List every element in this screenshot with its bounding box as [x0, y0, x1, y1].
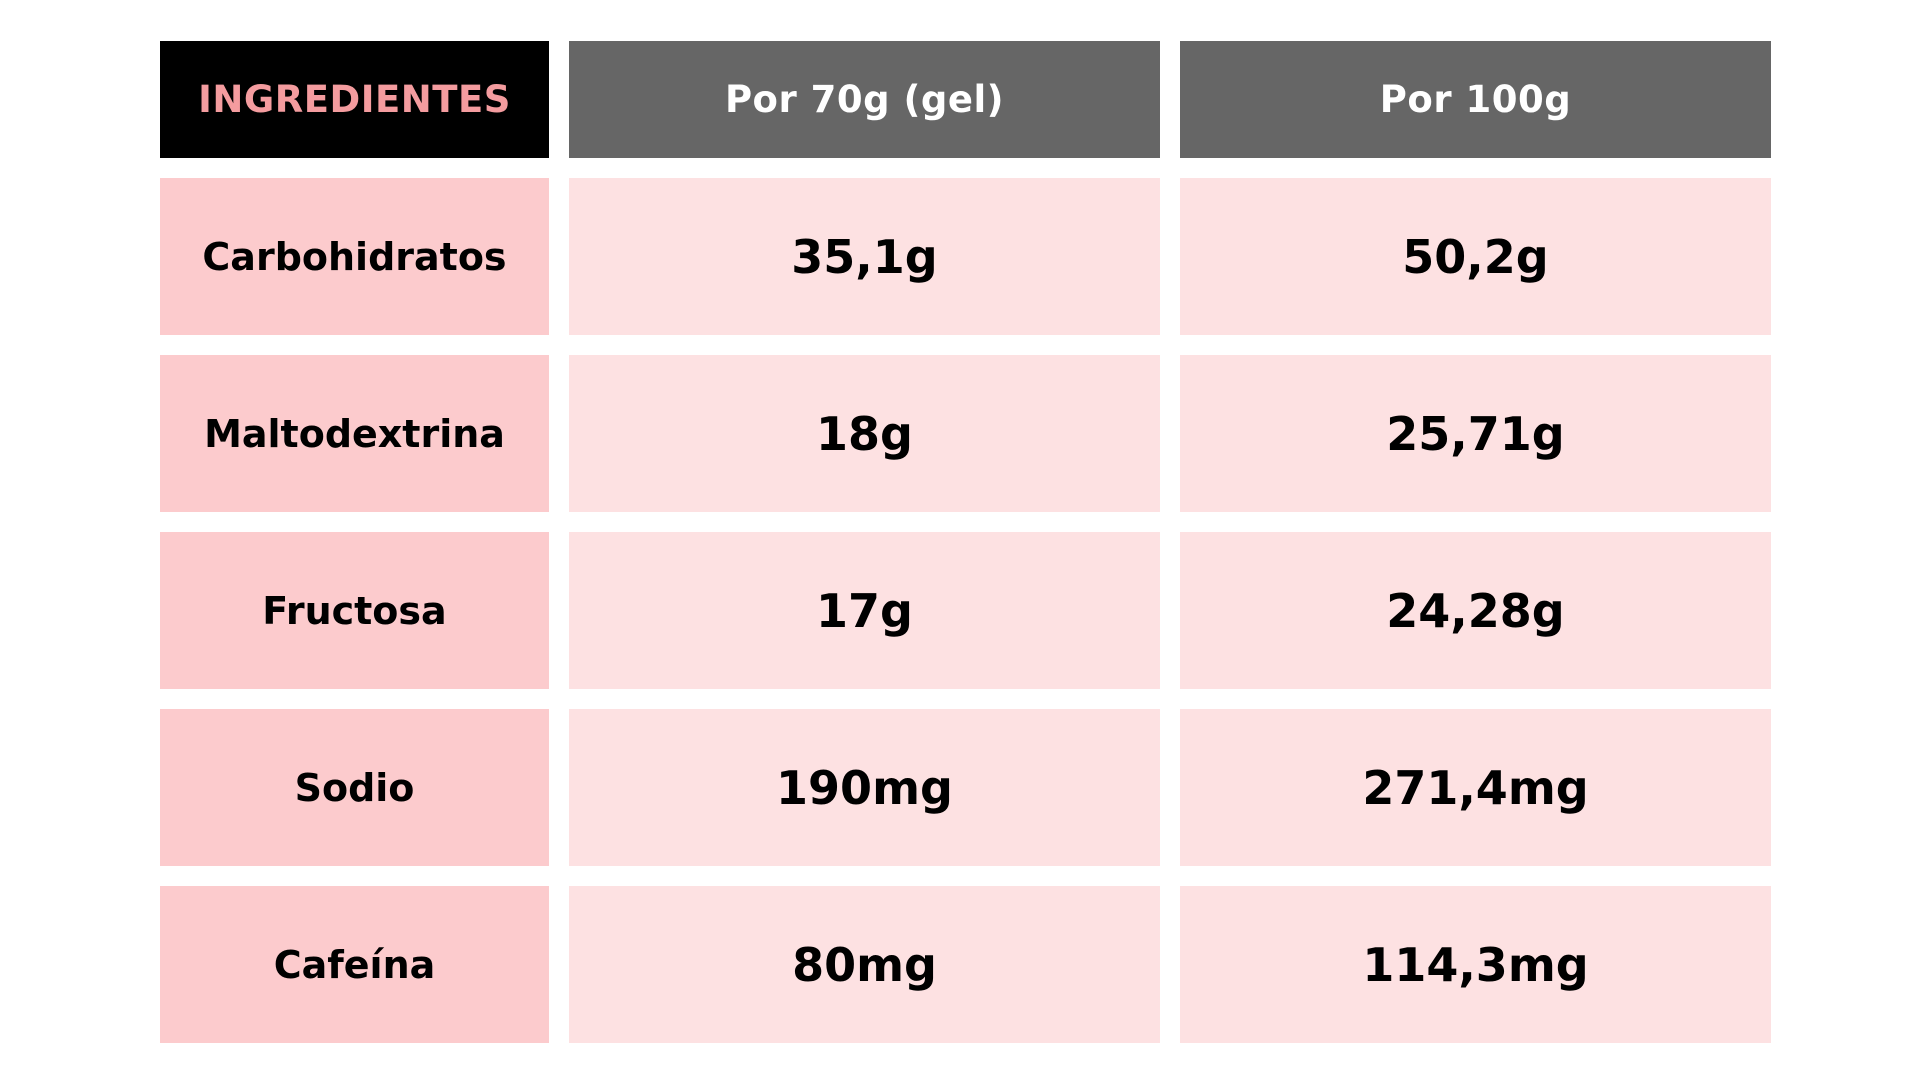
- row-value-carbohidratos-100g: 50,2g: [1180, 178, 1771, 335]
- row-label-maltodextrina: Maltodextrina: [160, 355, 549, 512]
- header-per-70g: Por 70g (gel): [569, 41, 1160, 158]
- row-value-fructosa-100g: 24,28g: [1180, 532, 1771, 689]
- row-label-cafeina: Cafeína: [160, 886, 549, 1043]
- row-value-cafeina-100g: 114,3mg: [1180, 886, 1771, 1043]
- row-value-fructosa-70g: 17g: [569, 532, 1160, 689]
- row-value-maltodextrina-70g: 18g: [569, 355, 1160, 512]
- header-per-100g: Por 100g: [1180, 41, 1771, 158]
- row-label-fructosa: Fructosa: [160, 532, 549, 689]
- row-value-maltodextrina-100g: 25,71g: [1180, 355, 1771, 512]
- row-label-carbohidratos: Carbohidratos: [160, 178, 549, 335]
- row-value-carbohidratos-70g: 35,1g: [569, 178, 1160, 335]
- row-value-cafeina-70g: 80mg: [569, 886, 1160, 1043]
- header-ingredients: INGREDIENTES: [160, 41, 549, 158]
- row-value-sodio-70g: 190mg: [569, 709, 1160, 866]
- row-value-sodio-100g: 271,4mg: [1180, 709, 1771, 866]
- nutrition-table: INGREDIENTES Por 70g (gel) Por 100g Carb…: [160, 41, 1771, 1043]
- row-label-sodio: Sodio: [160, 709, 549, 866]
